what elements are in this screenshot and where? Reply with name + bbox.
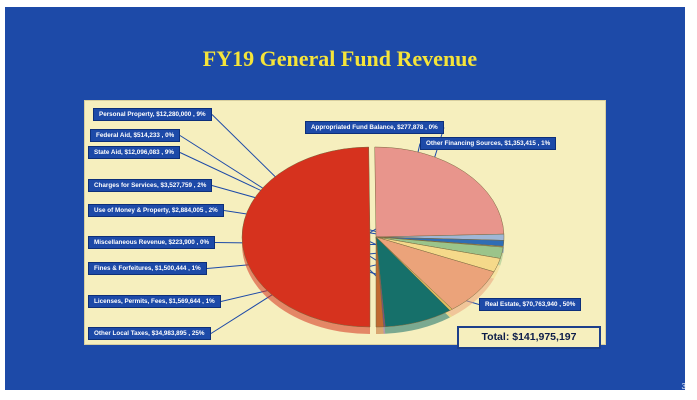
callout-personal-property: Personal Property, $12,280,000 , 9% — [93, 108, 212, 121]
callout-other-local-taxes: Other Local Taxes, $34,983,895 , 25% — [88, 327, 211, 340]
callout-fines-forfeitures: Fines & Forfeitures, $1,500,444 , 1% — [88, 262, 207, 275]
pie-slice — [375, 236, 384, 328]
callout-real-estate: Real Estate, $70,763,940 , 50% — [479, 298, 582, 311]
pie-slice — [241, 146, 371, 328]
total-box: Total: $141,975,197 — [457, 326, 601, 349]
slide-title: FY19 General Fund Revenue — [202, 46, 478, 71]
callout-state-aid: State Aid, $12,096,083 , 9% — [88, 146, 180, 159]
callout-charges-for-services: Charges for Services, $3,527,759 , 2% — [88, 179, 213, 192]
pie-slice — [374, 146, 505, 238]
callout-appropriated-fund-balance: Appropriated Fund Balance, $277,878 , 0% — [305, 121, 444, 134]
callout-federal-aid: Federal Aid, $514,233 , 0% — [90, 129, 181, 142]
callout-other-financing-sources: Other Financing Sources, $1,353,415 , 1% — [420, 137, 557, 150]
callout-miscellaneous-revenue: Miscellaneous Revenue, $223,900 , 0% — [88, 236, 216, 249]
callout-licenses-permits-fees: Licenses, Permits, Fees, $1,569,644 , 1% — [88, 295, 221, 308]
pie-slices — [241, 146, 505, 335]
page-number: 3 — [681, 382, 686, 391]
callout-use-of-money: Use of Money & Property, $2,884,005 , 2% — [88, 204, 224, 217]
